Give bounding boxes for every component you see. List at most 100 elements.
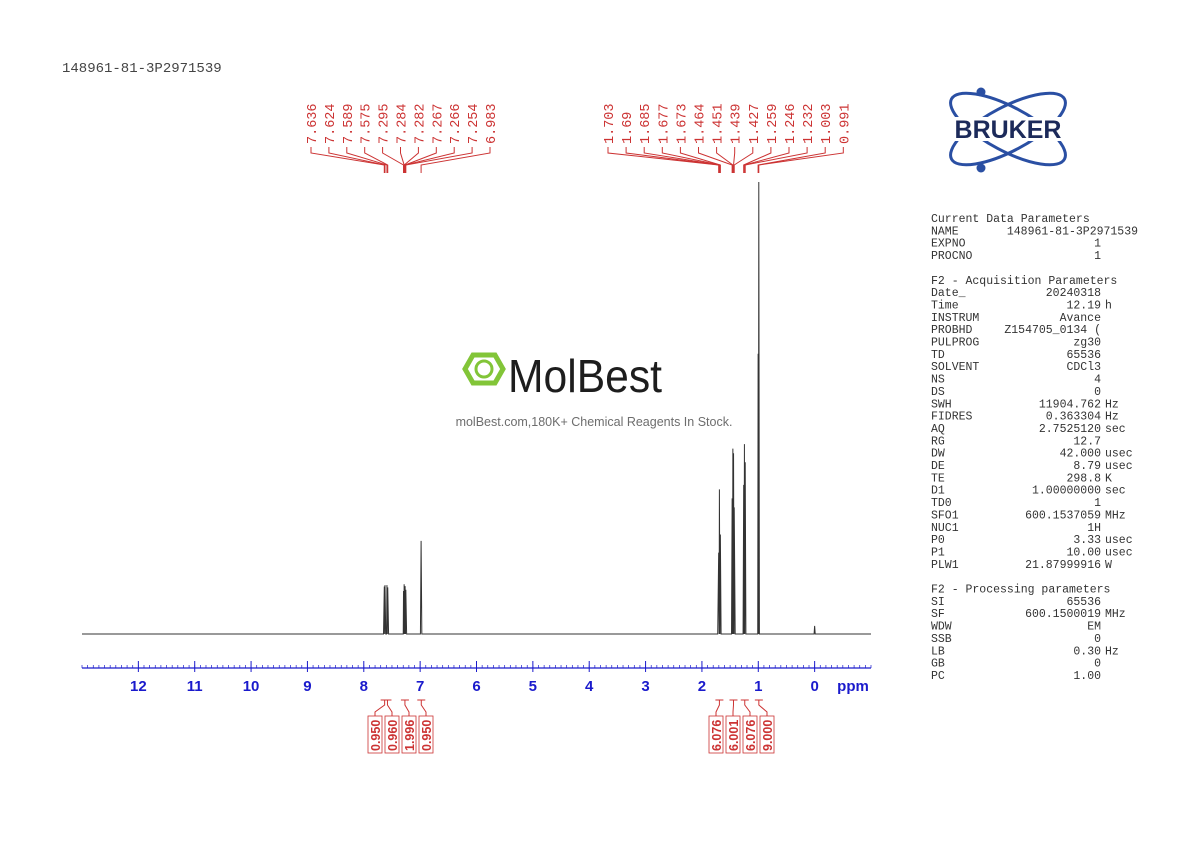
peak-label: 1.673 — [675, 103, 690, 144]
parameter-key: LB — [931, 645, 945, 658]
peak-label: 7.575 — [360, 103, 375, 144]
sample-title: 148961-81-3P2971539 — [62, 61, 222, 77]
peak-connector — [757, 147, 826, 173]
integral-bracket — [740, 699, 751, 716]
parameter-key: NS — [931, 374, 945, 387]
parameter-key: PROBHD — [931, 324, 973, 337]
parameter-key: AQ — [931, 423, 945, 436]
parameter-value: 600.1537059 — [1025, 509, 1101, 522]
parameter-unit: Hz — [1105, 645, 1119, 658]
parameter-key: DE — [931, 460, 945, 473]
parameter-key: P0 — [931, 534, 945, 547]
parameter-unit: K — [1105, 472, 1112, 485]
peak-label: 7.624 — [324, 103, 339, 144]
x-tick-label: 2 — [698, 678, 706, 695]
parameter-value: 1 — [1094, 250, 1101, 263]
logo-text: BRUKER — [955, 116, 1062, 144]
parameter-key: TE — [931, 472, 945, 485]
x-tick-label: 9 — [303, 678, 311, 695]
parameter-key: PLW1 — [931, 559, 959, 572]
peak-connector — [758, 147, 844, 173]
x-tick-label: 12 — [130, 678, 147, 695]
integral-box — [742, 715, 758, 754]
parameter-key: DW — [931, 448, 945, 461]
parameter-unit: usec — [1105, 546, 1133, 559]
x-tick-label: 0 — [810, 678, 818, 695]
parameter-unit: MHz — [1105, 509, 1126, 522]
peak-connector — [743, 147, 772, 173]
peak-connector — [346, 147, 388, 173]
logo-dot — [976, 87, 986, 97]
parameter-key: Time — [931, 299, 959, 312]
parameter-value: 11904.762 — [1039, 398, 1101, 411]
parameter-key: GB — [931, 658, 945, 671]
parameter-unit: usec — [1105, 534, 1133, 547]
bruker-logo: BRUKER — [928, 87, 1088, 173]
watermark-tagline: molBest.com,180K+ Chemical Reagents In S… — [456, 415, 733, 429]
peak-connector — [716, 147, 734, 173]
parameter-unit: MHz — [1105, 608, 1126, 621]
parameter-value: zg30 — [1073, 337, 1101, 350]
peak-label: 1.464 — [694, 103, 709, 144]
logo-mask — [928, 117, 1088, 141]
parameter-section-title: Current Data Parameters — [931, 213, 1090, 226]
parameter-value: 65536 — [1066, 349, 1101, 362]
parameter-key: Date_ — [931, 287, 966, 300]
x-tick-label: 10 — [243, 678, 260, 695]
peak-label: 7.284 — [396, 103, 411, 144]
peak-connector — [420, 147, 491, 173]
parameter-key: PULPROG — [931, 337, 979, 350]
parameter-unit: sec — [1105, 485, 1126, 498]
parameter-value: 8.79 — [1073, 460, 1101, 473]
peak-label: 7.589 — [342, 103, 357, 144]
integral-box — [384, 715, 400, 754]
peak-connector — [404, 147, 455, 173]
parameter-key: FIDRES — [931, 411, 973, 424]
peak-label: 0.991 — [838, 103, 853, 144]
parameter-value: Avance — [1060, 312, 1102, 325]
parameter-value: 0.363304 — [1046, 411, 1101, 424]
parameter-section-title: F2 - Processing parameters — [931, 584, 1110, 597]
parameter-key: PC — [931, 670, 945, 683]
watermark: MolBest molBest.com,180K+ Chemical Reage… — [456, 350, 733, 429]
x-tick-label: 1 — [754, 678, 762, 695]
parameter-value: CDCl3 — [1066, 361, 1101, 374]
parameter-key: EXPNO — [931, 238, 966, 251]
peak-label: 1.259 — [766, 103, 781, 144]
integral-bracket — [400, 699, 410, 716]
peak-label: 1.677 — [657, 103, 672, 144]
parameter-key: SOLVENT — [931, 361, 979, 374]
peak-label: 1.439 — [730, 103, 745, 144]
parameter-key: SFO1 — [931, 509, 959, 522]
parameter-value: 1.00000000 — [1032, 485, 1101, 498]
logo-orbit — [949, 91, 1067, 167]
logo-dot — [976, 163, 986, 173]
peak-label: 1.69 — [621, 112, 636, 144]
peak-label: 1.685 — [639, 103, 654, 144]
parameter-value: 0.30 — [1073, 645, 1101, 658]
integral-box — [708, 715, 724, 754]
integral-label: 6.076 — [710, 720, 724, 751]
x-axis-label: ppm — [837, 678, 869, 695]
peak-label: 1.703 — [603, 103, 618, 144]
peak-label: 7.267 — [431, 103, 446, 144]
parameter-unit: Hz — [1105, 398, 1119, 411]
peak-label: 7.282 — [413, 103, 428, 144]
x-tick-label: 5 — [529, 678, 537, 695]
peak-connector — [310, 147, 385, 173]
integral-label: 6.001 — [727, 720, 741, 751]
parameter-key: NAME — [931, 225, 959, 238]
parameter-key: INSTRUM — [931, 312, 979, 325]
peak-connector — [364, 147, 389, 173]
parameter-unit: sec — [1105, 423, 1126, 436]
parameter-section-title: F2 - Acquisition Parameters — [931, 275, 1117, 288]
parameter-key: SSB — [931, 633, 952, 646]
peak-connector — [328, 147, 386, 173]
parameter-unit: usec — [1105, 448, 1133, 461]
parameter-value: 42.000 — [1060, 448, 1102, 461]
parameter-value: 10.00 — [1066, 546, 1101, 559]
peak-label: 7.636 — [306, 103, 321, 144]
parameter-value: 12.19 — [1066, 299, 1101, 312]
parameter-value: 600.1500019 — [1025, 608, 1101, 621]
